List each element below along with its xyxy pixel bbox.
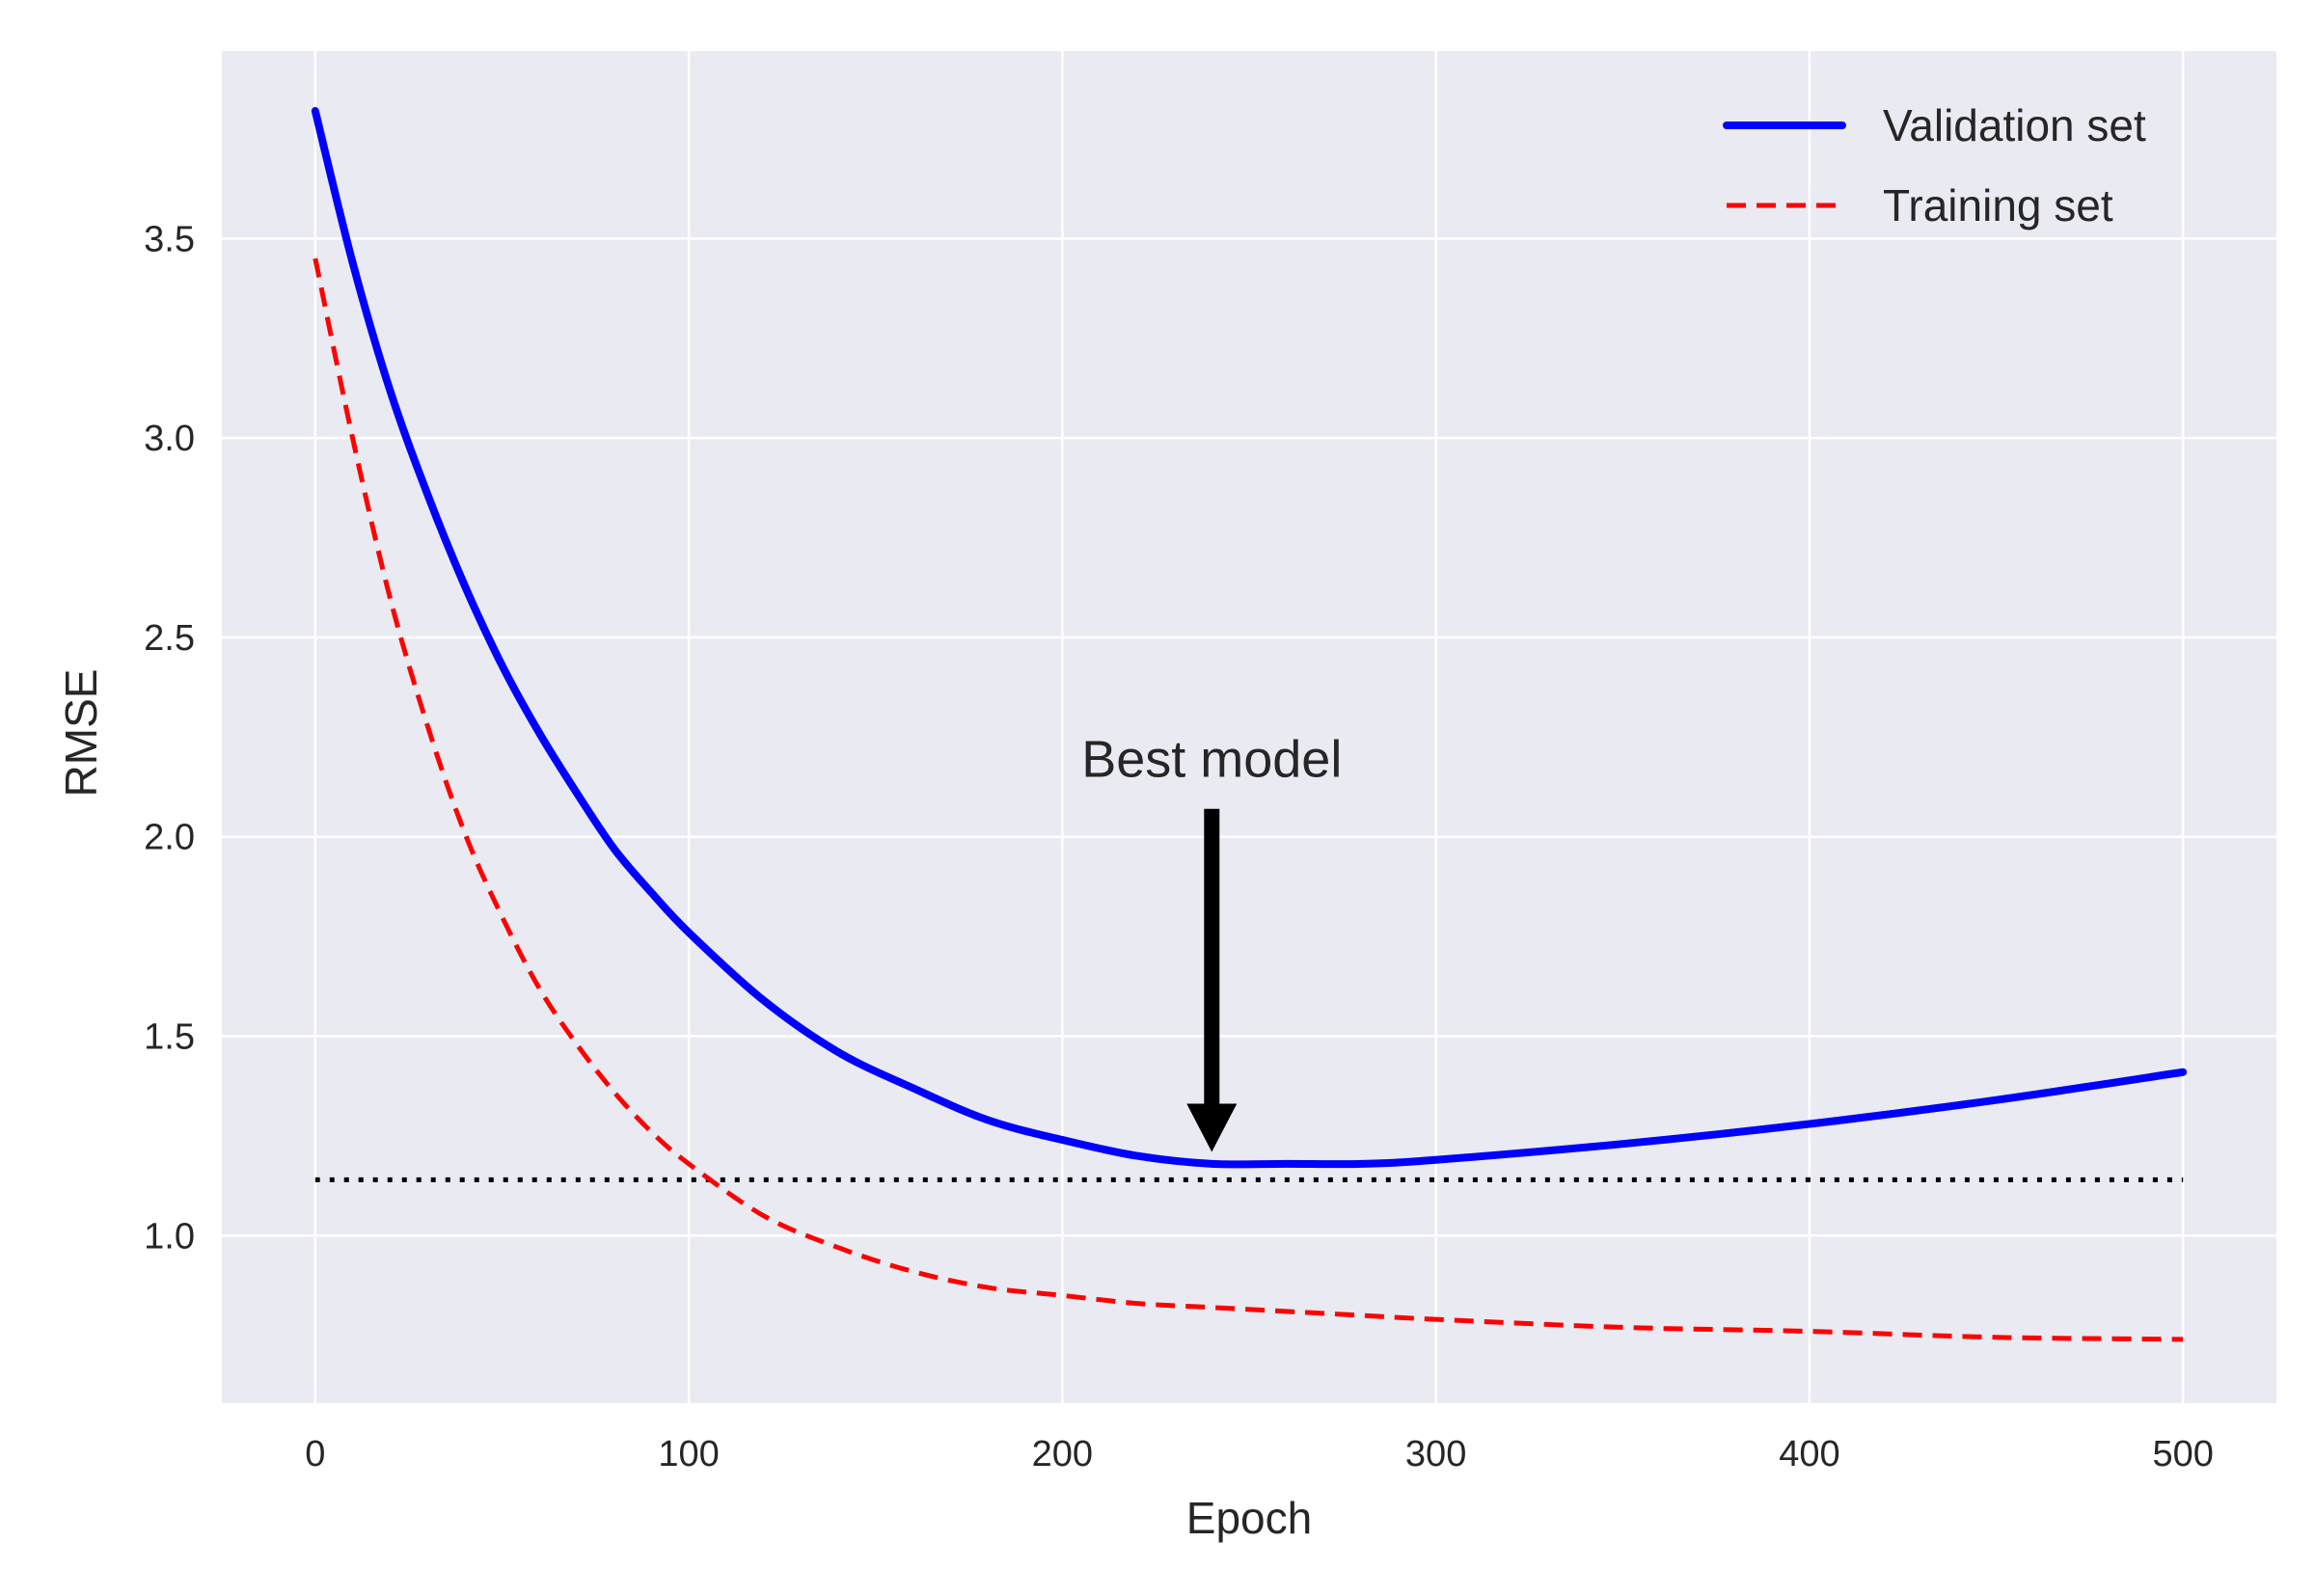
x-tick-label: 300 <box>1405 1434 1466 1474</box>
x-tick-label: 500 <box>2152 1434 2213 1474</box>
x-tick-label: 400 <box>1779 1434 1839 1474</box>
y-tick-label: 3.0 <box>144 419 195 459</box>
y-tick-label: 1.5 <box>144 1017 195 1058</box>
series-layer <box>311 107 2188 1342</box>
legend-label-validation-set: Validation set <box>1883 100 2146 150</box>
tick-labels: 0 100 200 300 400 500 1.0 1.5 2.0 2.5 3.0 3.5 <box>144 219 2214 1474</box>
series-line-training-set <box>313 257 2184 1342</box>
y-tick-label: 2.5 <box>144 618 195 659</box>
x-axis-label: Epoch <box>1186 1493 1312 1543</box>
annotation-layer: Best model <box>1081 731 1342 1152</box>
x-tick-label: 0 <box>305 1434 325 1474</box>
y-tick-label: 3.5 <box>144 219 195 259</box>
plot-area <box>222 51 2276 1403</box>
series-line-validation-set <box>311 107 2188 1169</box>
y-axis-label: RMSE <box>56 669 106 798</box>
grid <box>222 51 2276 1403</box>
annotation-arrow-head <box>1186 1103 1238 1152</box>
legend-label-training-set: Training set <box>1883 180 2113 230</box>
legend: Validation set Training set <box>1723 100 2146 230</box>
y-tick-label: 1.0 <box>144 1216 195 1257</box>
annotation-label: Best model <box>1081 731 1342 789</box>
x-tick-label: 100 <box>658 1434 719 1474</box>
x-tick-label: 200 <box>1032 1434 1093 1474</box>
y-tick-label: 2.0 <box>144 818 195 858</box>
